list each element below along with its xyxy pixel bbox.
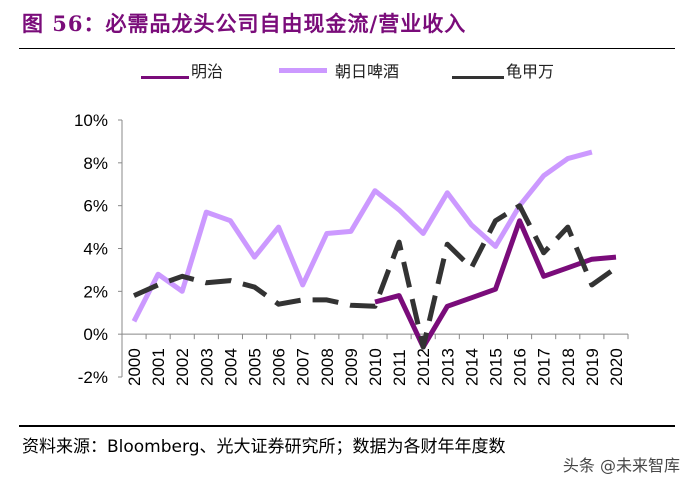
legend-label: 龟甲万 [506,62,555,81]
y-tick-label: 2% [83,282,108,301]
x-tick-label: 2014 [462,348,481,386]
x-tick-label: 2000 [125,348,144,386]
x-tick-label: 2006 [270,348,289,386]
y-tick-label: 8% [83,154,108,173]
y-tick-label: 4% [83,240,108,259]
watermark: 头条 @未来智库 [562,456,680,475]
legend-item-asahi: 朝日啤酒 [279,58,399,82]
line-chart: -2% 0% 2% 4% 6% 8% 10% 2000 2001 2002 2003 2004 2005… [74,111,629,387]
x-tick-label: 2001 [149,348,168,386]
y-tick-label: 0% [83,325,108,344]
series-line-asahi [131,149,593,323]
x-tick-label: 2016 [511,348,530,386]
x-tick-label: 2002 [173,348,192,386]
legend-swatch [141,75,189,79]
x-tick-label: 2004 [221,348,240,386]
x-tick-label: 2019 [583,348,602,386]
legend-item-kikkoman: 龟甲万 [452,58,554,82]
x-tick-label: 2003 [197,348,216,386]
x-tick-label: 2005 [246,348,265,386]
y-tick-label: 6% [83,197,108,216]
y-tick-label: 10% [74,111,108,130]
legend-label: 朝日啤酒 [335,62,400,81]
x-tick-label: 2009 [342,348,361,386]
x-tick-label: 2012 [414,348,433,386]
y-tick-label: -2% [78,368,108,387]
x-tick-label: 2011 [390,349,409,386]
x-tick-label: 2010 [366,348,385,386]
title-divider [19,48,675,49]
legend-swatch [279,67,327,73]
figure-title: 图 56：必需品龙头公司自由现金流/营业收入 [22,11,467,36]
source-divider [19,425,675,427]
legend-swatch [452,75,504,79]
legend-item-meiji: 明治 [141,58,223,82]
legend-label: 明治 [191,62,224,81]
series-line-meiji [374,218,617,350]
x-tick-label: 2015 [486,348,505,386]
x-tick-label: 2013 [438,348,457,386]
x-tick-label: 2018 [559,348,578,386]
x-tick-label: 2007 [294,348,313,386]
x-tick-label: 2008 [318,348,337,386]
series-line-kikkoman [132,203,618,350]
source-note: 资料来源：Bloomberg、光大证券研究所；数据为各财年年度数 [22,437,506,457]
x-tick-label: 2017 [535,348,554,386]
x-tick-label: 2020 [607,348,626,386]
